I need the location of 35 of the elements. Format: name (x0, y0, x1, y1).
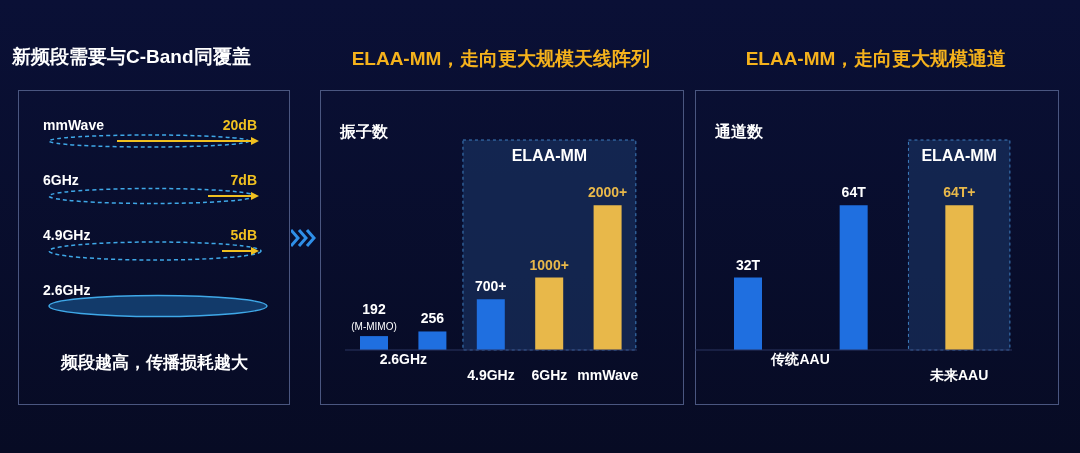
annotation: (M-MIMO) (351, 321, 397, 333)
band-label: ELAA-MM (511, 147, 588, 165)
category-label: 6GHz (43, 172, 79, 188)
data-label: 64T (841, 184, 867, 201)
bar (476, 299, 505, 350)
chart-title: ELAA-MM，走向更大规模通道 (744, 47, 1008, 71)
x-tick-label: 未来AAU (928, 366, 989, 383)
bar (360, 336, 388, 350)
text: 新频段需要与C-Band同覆盖 (12, 45, 252, 69)
category-label: mmWave (43, 117, 105, 133)
data-label: 20dB (222, 117, 257, 133)
x-tick-label: 4.9GHz (467, 366, 515, 383)
text: 2.6GHz (378, 351, 429, 367)
data-label: 2000+ (587, 184, 628, 201)
band-label: ELAA-MM (921, 147, 997, 165)
data-label: 256 (420, 310, 445, 327)
data-label: 5dB (230, 227, 257, 243)
category-label: 4.9GHz (43, 227, 91, 243)
chart-title: ELAA-MM，走向更大规模天线阵列 (350, 47, 652, 71)
data-label: 700+ (475, 278, 507, 295)
data-label: 7dB (230, 172, 257, 188)
y-axis-title: 振子数 (340, 122, 388, 142)
category-label: 2.6GHz (43, 282, 91, 298)
text: 传统AAU (770, 351, 831, 369)
x-tick-label: mmWave (577, 366, 639, 383)
y-axis-title: 通道数 (715, 122, 763, 142)
text: 频段越高，传播损耗越大 (59, 352, 249, 374)
x-tick-label: 6GHz (531, 366, 568, 383)
data-label: 192 (362, 301, 386, 318)
bar (418, 331, 447, 350)
bar (593, 205, 622, 350)
data-label: 32T (735, 256, 761, 273)
data-label: 1000+ (529, 256, 569, 273)
data-label: 64T+ (943, 184, 976, 201)
bar (535, 277, 564, 350)
